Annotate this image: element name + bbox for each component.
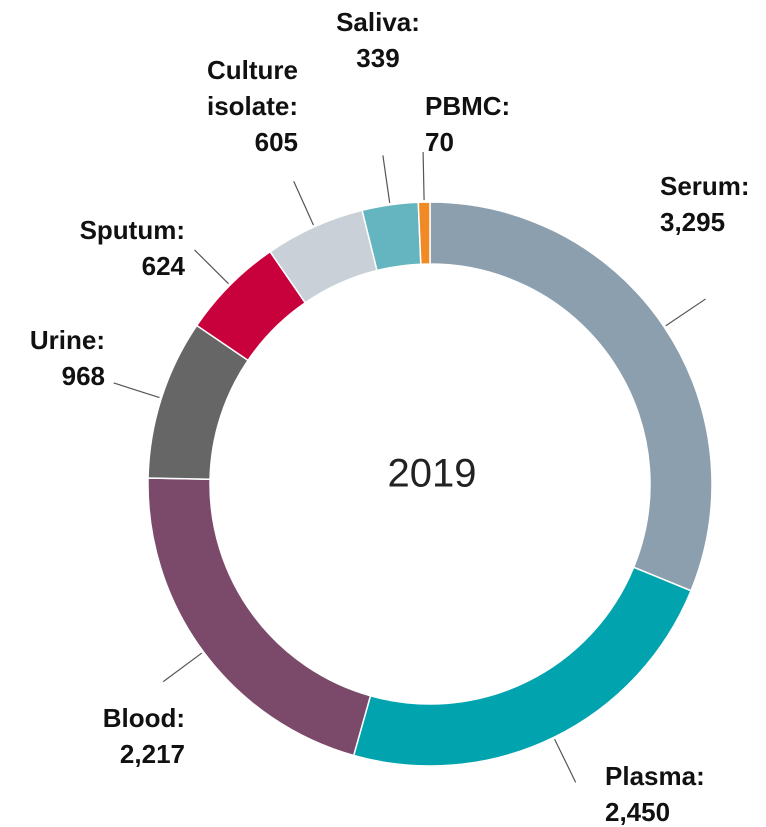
- leader-line: [194, 249, 230, 285]
- category-label: Culture isolate:: [206, 55, 299, 121]
- value-label: 3,295: [660, 207, 726, 237]
- leader-line: [554, 738, 577, 783]
- slice-label: Culture isolate: 605: [207, 52, 298, 160]
- slice-label: Saliva: 339: [336, 4, 420, 76]
- category-label: Plasma:: [605, 761, 705, 791]
- value-label: 2,217: [119, 739, 185, 769]
- value-label: 2,450: [605, 797, 671, 827]
- slice-label: Urine: 968: [30, 322, 105, 394]
- slice-label: Blood: 2,217: [103, 700, 185, 772]
- category-label: Urine:: [29, 325, 105, 355]
- slice-label: Plasma: 2,450: [605, 758, 705, 827]
- slice-label: PBMC: 70: [425, 88, 510, 160]
- value-label: 968: [61, 361, 105, 391]
- leader-line: [113, 382, 160, 399]
- value-label: 339: [356, 43, 400, 73]
- center-label: 2019: [388, 452, 477, 496]
- category-label: Sputum:: [79, 215, 185, 245]
- donut-slice: [429, 201, 713, 592]
- donut-slice: [417, 201, 431, 265]
- leader-line: [382, 155, 391, 203]
- leader-line: [422, 152, 425, 201]
- value-label: 605: [254, 127, 298, 157]
- leader-line: [665, 298, 706, 327]
- leader-line: [293, 181, 314, 226]
- slice-label: Serum: 3,295: [660, 168, 750, 240]
- category-label: Serum:: [660, 171, 750, 201]
- slice-label: Sputum: 624: [80, 212, 185, 284]
- value-label: 624: [141, 251, 185, 281]
- category-label: PBMC:: [425, 91, 511, 121]
- leader-line: [162, 652, 203, 683]
- donut-slice: [352, 566, 692, 767]
- value-label: 70: [425, 127, 454, 157]
- category-label: Blood:: [102, 703, 185, 733]
- category-label: Saliva:: [336, 7, 420, 37]
